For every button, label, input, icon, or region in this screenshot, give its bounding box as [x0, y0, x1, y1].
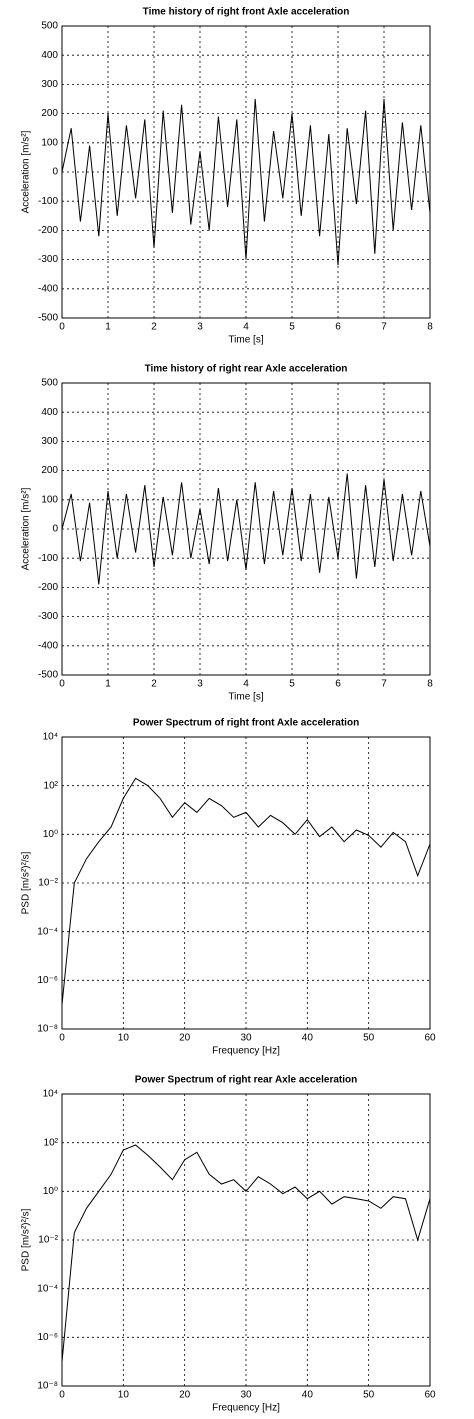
- y-tick-label: 10⁻⁶: [37, 1332, 58, 1343]
- x-tick-label: 7: [381, 322, 387, 333]
- chart-title: Power Spectrum of right front Axle accel…: [133, 718, 359, 729]
- y-tick-label: 200: [41, 108, 58, 119]
- y-tick-label: 10⁻²: [38, 878, 58, 889]
- y-axis-label: PSD [m/s²)²/s]: [21, 1208, 32, 1271]
- y-tick-label: 300: [41, 79, 58, 90]
- axes-frame: [61, 736, 431, 1030]
- axes-frame: [61, 25, 431, 319]
- x-tick-label: 0: [59, 1033, 65, 1044]
- x-tick-label: 7: [381, 679, 387, 690]
- y-tick-label: 0: [52, 167, 58, 178]
- data-line: [61, 777, 431, 1005]
- x-tick-label: 20: [179, 1390, 191, 1401]
- y-tick-label: 10⁻⁴: [37, 926, 58, 937]
- y-tick-label: -300: [38, 611, 58, 622]
- x-tick-label: 50: [363, 1033, 375, 1044]
- y-axis-label: Acceleration [m/s²]: [21, 487, 32, 570]
- y-tick-label: 10⁻⁸: [37, 1024, 58, 1035]
- y-tick-label: 300: [41, 436, 58, 447]
- x-tick-label: 8: [427, 322, 433, 333]
- x-tick-label: 0: [59, 322, 65, 333]
- y-tick-label: 10²: [44, 1137, 59, 1148]
- y-tick-label: -300: [38, 254, 58, 265]
- axes-frame: [61, 382, 431, 676]
- x-tick-label: 40: [302, 1390, 314, 1401]
- x-tick-label: 0: [59, 1390, 65, 1401]
- y-tick-label: 10²: [44, 780, 59, 791]
- x-axis-label: Frequency [Hz]: [212, 1046, 280, 1057]
- x-tick-label: 5: [289, 322, 295, 333]
- data-line: [61, 1144, 431, 1362]
- y-tick-label: 100: [41, 137, 58, 148]
- x-tick-label: 6: [335, 679, 341, 690]
- x-tick-label: 60: [424, 1390, 436, 1401]
- x-tick-label: 1: [105, 679, 111, 690]
- x-axis-label: Time [s]: [228, 335, 263, 346]
- y-tick-label: 0: [52, 524, 58, 535]
- y-tick-label: -400: [38, 640, 58, 651]
- x-tick-label: 6: [335, 322, 341, 333]
- y-tick-label: -200: [38, 225, 58, 236]
- chart-title: Time history of right front Axle acceler…: [143, 7, 350, 18]
- y-tick-label: -400: [38, 283, 58, 294]
- x-axis-label: Time [s]: [228, 692, 263, 703]
- y-axis-label: PSD [m/s²)²/s]: [21, 851, 32, 914]
- x-tick-label: 20: [179, 1033, 191, 1044]
- y-tick-label: 500: [41, 21, 58, 32]
- x-tick-label: 5: [289, 679, 295, 690]
- x-tick-label: 10: [118, 1390, 130, 1401]
- y-tick-label: 10⁻⁸: [37, 1381, 58, 1392]
- y-axis-label: Acceleration [m/s²]: [21, 130, 32, 213]
- y-tick-label: -500: [38, 313, 58, 324]
- y-tick-label: -100: [38, 553, 58, 564]
- y-tick-label: -500: [38, 670, 58, 681]
- chart-title: Power Spectrum of right rear Axle accele…: [135, 1075, 357, 1086]
- x-tick-label: 40: [302, 1033, 314, 1044]
- x-tick-label: 2: [151, 679, 157, 690]
- x-tick-label: 2: [151, 322, 157, 333]
- y-tick-label: -200: [38, 582, 58, 593]
- y-tick-label: 10⁴: [43, 732, 58, 743]
- axes-frame: [61, 1093, 431, 1387]
- x-tick-label: 50: [363, 1390, 375, 1401]
- y-tick-label: 10⁻⁶: [37, 975, 58, 986]
- x-tick-label: 0: [59, 679, 65, 690]
- data-line: [61, 98, 431, 266]
- y-tick-label: 100: [41, 494, 58, 505]
- y-tick-label: 10⁻²: [38, 1235, 58, 1246]
- x-tick-label: 30: [240, 1033, 252, 1044]
- y-tick-label: 10⁴: [43, 1089, 58, 1100]
- x-tick-label: 10: [118, 1033, 130, 1044]
- y-tick-label: 10⁰: [43, 829, 58, 840]
- y-tick-label: 200: [41, 465, 58, 476]
- x-tick-label: 3: [197, 322, 203, 333]
- x-tick-label: 4: [243, 322, 249, 333]
- y-tick-label: 10⁻⁴: [37, 1283, 58, 1294]
- x-tick-label: 1: [105, 322, 111, 333]
- x-tick-label: 30: [240, 1390, 252, 1401]
- y-tick-label: 10⁰: [43, 1186, 58, 1197]
- y-tick-label: 500: [41, 378, 58, 389]
- x-axis-label: Frequency [Hz]: [212, 1403, 280, 1414]
- x-tick-label: 60: [424, 1033, 436, 1044]
- y-tick-label: 400: [41, 407, 58, 418]
- data-line: [61, 473, 431, 585]
- y-tick-label: 400: [41, 50, 58, 61]
- y-tick-label: -100: [38, 196, 58, 207]
- x-tick-label: 4: [243, 679, 249, 690]
- chart-title: Time history of right rear Axle accelera…: [145, 364, 348, 375]
- x-tick-label: 8: [427, 679, 433, 690]
- x-tick-label: 3: [197, 679, 203, 690]
